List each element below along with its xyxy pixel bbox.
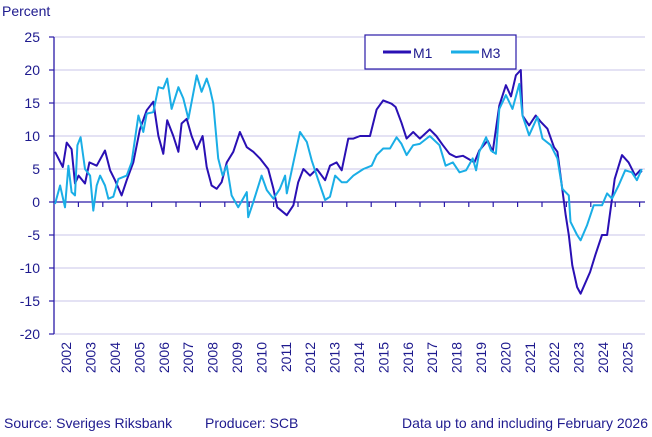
x-tick-label: 2015 [375,342,391,373]
x-tick-label: 2014 [351,342,367,373]
gridlines [54,36,645,335]
legend-label-m1: M1 [413,45,433,61]
x-tick-label: 2020 [497,342,513,373]
x-tick-label: 2009 [229,342,245,373]
x-tick-label: 2013 [327,342,343,373]
x-tick-label: 2017 [424,342,440,373]
legend: M1 M3 [364,34,517,70]
y-tick-label: 25 [24,29,40,45]
series-line-m3 [54,74,643,242]
x-tick-label: 2002 [58,342,74,373]
y-tick-label: 15 [24,95,40,111]
x-tick-label: 2021 [522,342,538,373]
x-tick-label: 2011 [278,342,294,372]
y-tick-label: 20 [24,62,40,78]
x-tick-label: 2003 [83,342,99,373]
x-tick-label: 2025 [619,342,635,373]
x-tick-label: 2008 [205,342,221,373]
footer-note: Data up to and including February 2026 [402,415,648,431]
footer-producer: Producer: SCB [205,415,298,431]
legend-label-m3: M3 [481,45,501,61]
y-tick-label: 0 [32,194,40,210]
x-tick-label: 2019 [473,342,489,373]
x-tick-label: 2010 [253,342,269,373]
x-tick-label: 2007 [180,342,196,373]
y-tick-label: -20 [20,326,40,342]
y-tick-label: 10 [24,128,40,144]
y-tick-label: 5 [32,161,40,177]
x-tick-labels: 2002 2003 2004 2005 2006 2007 2008 2009 2010 2011… [58,342,635,373]
y-tick-label: -15 [20,293,40,309]
y-tick-label: -10 [20,260,40,276]
x-tick-label: 2016 [400,342,416,373]
footer-source: Source: Sveriges Riksbank [4,415,173,431]
series-line-m1 [54,69,643,295]
x-tick-label: 2023 [571,342,587,373]
y-axis-label: Percent [2,3,50,19]
x-tick-label: 2006 [156,342,172,373]
x-tick-label: 2022 [546,342,562,373]
x-tick-label: 2024 [595,342,611,373]
x-tick-label: 2018 [449,342,465,373]
y-tick-labels: 25 20 15 10 5 0 -5 -10 -15 -20 [20,29,40,342]
x-tick-label: 2012 [302,342,318,373]
series-lines [54,69,643,295]
x-tick-label: 2005 [131,342,147,373]
axes [49,36,645,335]
x-tick-label: 2004 [107,342,123,373]
y-tick-label: -5 [28,227,41,243]
